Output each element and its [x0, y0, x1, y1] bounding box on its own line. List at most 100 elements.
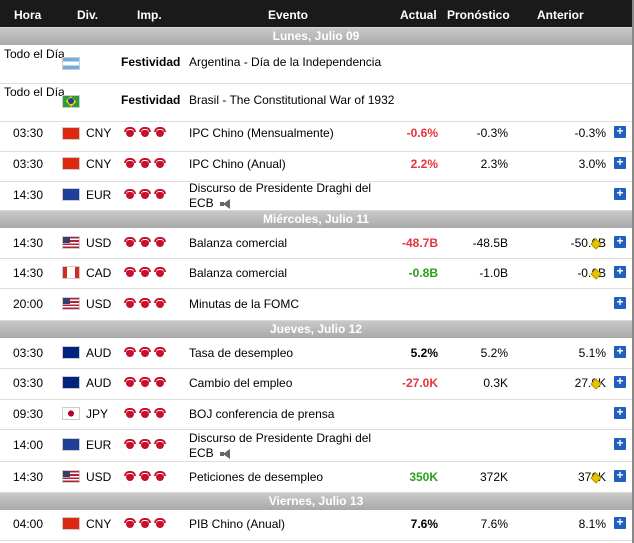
- actual-value: -0.6%: [406, 126, 438, 140]
- holiday-label: Festividad: [121, 55, 181, 69]
- previous-value: 3.0%: [578, 157, 606, 171]
- bull-icon: [154, 377, 166, 389]
- bull-icon: [124, 518, 136, 530]
- actual-value: -0.8B: [408, 266, 438, 280]
- expand-plus-icon[interactable]: +: [614, 516, 626, 529]
- event-name[interactable]: Peticiones de desempleo: [189, 470, 324, 484]
- previous-value: -0.3%: [574, 126, 606, 140]
- event-name[interactable]: Balanza comercial: [189, 236, 288, 250]
- bull-icon: [154, 237, 166, 249]
- forecast-value: 5.2%: [480, 346, 508, 360]
- time: 04:00: [13, 517, 44, 531]
- scrollbar-edge[interactable]: [632, 0, 634, 543]
- importance-rating: [124, 347, 166, 359]
- event-name[interactable]: Minutas de la FOMC: [189, 297, 300, 311]
- previous-value: 8.1%: [578, 517, 606, 531]
- time: Todo el Día: [4, 85, 65, 99]
- currency: USD: [86, 236, 112, 250]
- event-name[interactable]: IPC Chino (Anual): [189, 157, 286, 171]
- currency: EUR: [86, 188, 112, 202]
- bull-icon: [124, 471, 136, 483]
- bull-icon: [154, 189, 166, 201]
- time: 14:30: [13, 266, 44, 280]
- currency: CNY: [86, 157, 112, 171]
- forecast-value: -48.5B: [472, 236, 508, 250]
- bull-icon: [139, 408, 151, 420]
- table-row: 14:30 EUR Discurso de Presidente Draghi …: [0, 181, 632, 212]
- event-name[interactable]: Argentina - Día de la Independencia: [189, 55, 382, 69]
- event-name[interactable]: BOJ conferencia de prensa: [189, 407, 335, 421]
- argentina-flag-icon: [62, 57, 80, 70]
- event-name[interactable]: Cambio del empleo: [189, 376, 293, 390]
- forecast-value: 7.6%: [480, 517, 508, 531]
- col-div[interactable]: Div.: [77, 8, 99, 22]
- table-row: Todo el Día Festividad Brasil - The Cons…: [0, 83, 632, 122]
- event-name[interactable]: Balanza comercial: [189, 266, 288, 280]
- col-anterior[interactable]: Anterior: [537, 8, 584, 22]
- bull-icon: [124, 267, 136, 279]
- time: 14:00: [13, 438, 44, 452]
- event-name[interactable]: Discurso de Presidente Draghi del ECB: [189, 181, 389, 211]
- bull-icon: [139, 471, 151, 483]
- expand-plus-icon[interactable]: +: [614, 345, 626, 358]
- importance-rating: [124, 127, 166, 139]
- col-evento[interactable]: Evento: [268, 8, 309, 22]
- usa-flag-icon: [62, 297, 80, 310]
- currency: AUD: [86, 346, 112, 360]
- actual-value: 2.2%: [410, 157, 438, 171]
- table-row: 03:30 AUD Cambio del empleo -27.0K 0.3K …: [0, 368, 632, 400]
- usa-flag-icon: [62, 470, 80, 483]
- bull-icon: [124, 298, 136, 310]
- time: 14:30: [13, 470, 44, 484]
- bull-icon: [124, 377, 136, 389]
- table-row: 14:30 USD Peticiones de desempleo 350K 3…: [0, 461, 632, 493]
- col-hora[interactable]: Hora: [14, 8, 42, 22]
- bull-icon: [154, 158, 166, 170]
- importance-rating: [124, 471, 166, 483]
- importance-rating: [124, 189, 166, 201]
- expand-plus-icon[interactable]: +: [614, 375, 626, 388]
- bull-icon: [154, 267, 166, 279]
- bull-icon: [139, 518, 151, 530]
- event-name[interactable]: Discurso de Presidente Draghi del ECB: [189, 431, 389, 461]
- expand-plus-icon[interactable]: +: [614, 187, 626, 200]
- expand-plus-icon[interactable]: +: [614, 125, 626, 138]
- table-row: 14:00 EUR Discurso de Presidente Draghi …: [0, 429, 632, 462]
- forecast-value: 0.3K: [483, 376, 508, 390]
- forecast-value: -0.3%: [476, 126, 508, 140]
- bull-icon: [124, 127, 136, 139]
- col-pronostico[interactable]: Pronóstico: [447, 8, 510, 22]
- bull-icon: [154, 408, 166, 420]
- expand-plus-icon[interactable]: +: [614, 437, 626, 450]
- expand-plus-icon[interactable]: +: [614, 235, 626, 248]
- table-row: 14:30 USD Balanza comercial -48.7B -48.5…: [0, 228, 632, 259]
- event-name[interactable]: Brasil - The Constitutional War of 1932: [189, 93, 395, 107]
- expand-plus-icon[interactable]: +: [614, 469, 626, 482]
- time: 14:30: [13, 188, 44, 202]
- bull-icon: [154, 471, 166, 483]
- expand-plus-icon[interactable]: +: [614, 265, 626, 278]
- table-row: 03:30 CNY IPC Chino (Mensualmente) -0.6%…: [0, 121, 632, 152]
- event-name[interactable]: PIB Chino (Anual): [189, 517, 286, 531]
- actual-value: -27.0K: [401, 376, 438, 390]
- table-row: 04:00 CNY PIB Chino (Anual) 7.6% 7.6% 8.…: [0, 510, 632, 541]
- china-flag-icon: [62, 157, 80, 170]
- bull-icon: [124, 347, 136, 359]
- expand-plus-icon[interactable]: +: [614, 296, 626, 309]
- eu-flag-icon: [62, 438, 80, 451]
- event-name[interactable]: Tasa de desempleo: [189, 346, 294, 360]
- brazil-flag-icon: [62, 95, 80, 108]
- bull-icon: [154, 127, 166, 139]
- bull-icon: [139, 237, 151, 249]
- forecast-value: 2.3%: [480, 157, 508, 171]
- col-actual[interactable]: Actual: [400, 8, 437, 22]
- time: 03:30: [13, 376, 44, 390]
- forecast-value: -1.0B: [479, 266, 508, 280]
- currency: CNY: [86, 517, 112, 531]
- expand-plus-icon[interactable]: +: [614, 406, 626, 419]
- event-name[interactable]: IPC Chino (Mensualmente): [189, 126, 334, 140]
- forecast-value: 372K: [479, 470, 508, 484]
- expand-plus-icon[interactable]: +: [614, 156, 626, 169]
- bull-icon: [124, 158, 136, 170]
- col-imp[interactable]: Imp.: [137, 8, 162, 22]
